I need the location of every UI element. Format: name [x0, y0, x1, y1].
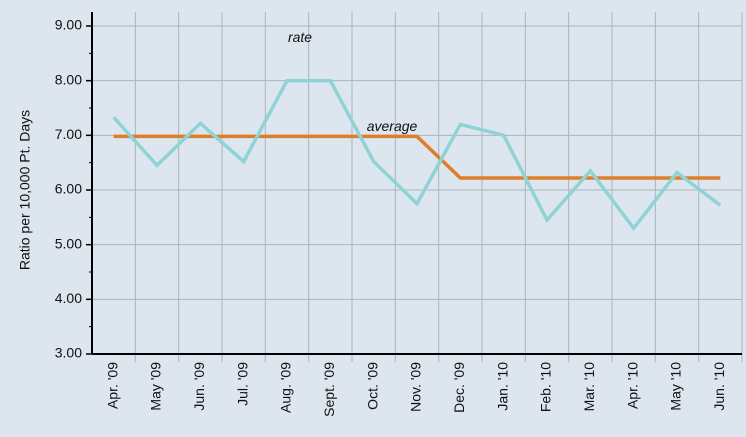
x-tick-label: Mar. '10	[581, 362, 597, 412]
x-tick-label: Dec. '09	[451, 362, 467, 413]
y-tick-label: 7.00	[55, 126, 82, 142]
y-tick-label: 6.00	[55, 181, 82, 197]
x-tick-label: Jul. '09	[234, 362, 250, 406]
x-tick-label: Apr. '10	[624, 362, 640, 409]
x-tick-label: Jan. '10	[494, 362, 510, 411]
x-tick-label: Aug. '09	[278, 362, 294, 413]
x-tick-label: May '09	[148, 362, 164, 411]
series-label: average	[367, 118, 418, 134]
x-tick-label: Jun. '10	[711, 362, 727, 411]
x-tick-label: Oct. '09	[364, 362, 380, 410]
series-line	[112, 78, 722, 232]
x-tick-label: May '10	[668, 362, 684, 411]
y-axis-label: Ratio per 10,000 Pt. Days	[17, 110, 33, 270]
x-tick-label: Apr. '09	[104, 362, 120, 409]
y-tick-label: 5.00	[55, 235, 82, 251]
series-label: rate	[288, 29, 312, 45]
x-tick-label: Sept. '09	[321, 362, 337, 417]
x-tick-label: Jun. '09	[191, 362, 207, 411]
x-tick-label: Feb. '10	[538, 362, 554, 412]
y-tick-label: 3.00	[55, 345, 82, 361]
y-tick-label: 4.00	[55, 290, 82, 306]
y-tick-label: 9.00	[55, 17, 82, 33]
y-tick-label: 8.00	[55, 71, 82, 87]
x-tick-label: Nov. '09	[408, 362, 424, 412]
